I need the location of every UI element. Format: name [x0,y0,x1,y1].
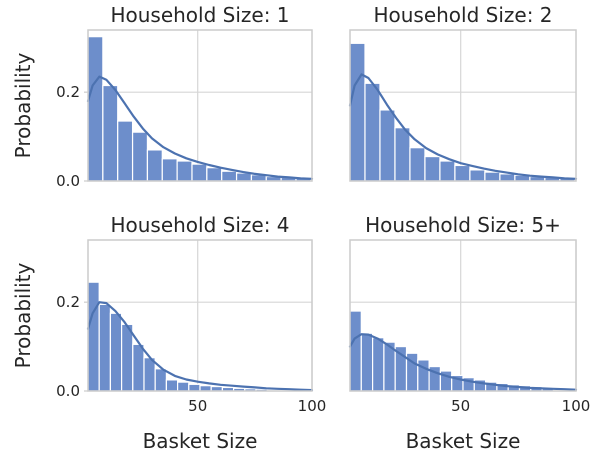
y-axis-label: Probability [11,262,35,368]
histogram-bar [439,160,456,182]
x-axis-label: Basket Size [406,429,521,453]
axes-frame [349,239,577,392]
histogram-bar [161,158,178,182]
axes-frame [349,29,577,182]
kde-line [348,333,578,391]
histogram-bar [188,383,201,392]
histogram-bar [206,167,223,182]
histogram-bar [132,343,145,392]
y-tick-label: 0.0 [56,172,80,190]
histogram-bar [360,332,374,392]
histogram-bar [143,357,156,392]
histogram-bar [117,120,134,182]
x-tick-label: 100 [298,397,327,415]
histogram-bar [394,127,411,182]
histogram-bar [499,173,516,182]
histogram-bar [87,36,104,182]
kde-line [86,301,314,392]
kde-line [86,75,314,180]
histogram-bar [349,310,362,392]
histogram-bar [98,303,111,392]
histogram-bar [469,169,486,182]
histogram-bar [131,131,149,182]
kde-line [348,73,578,180]
histogram-bar [87,281,100,392]
y-axis-label: Probability [11,52,35,158]
histogram-bar [454,164,471,182]
histogram-bar [235,172,253,182]
panel-title: Household Size: 2 [373,3,552,27]
y-tick-label: 0.2 [56,83,80,101]
histogram-bar [372,337,385,392]
x-tick-label: 50 [451,397,470,415]
x-axis-label: Basket Size [143,429,258,453]
histogram-bar [165,379,179,392]
histogram-bar [102,84,119,182]
axes-frame [87,29,313,182]
panel-title: Household Size: 5+ [365,213,561,237]
panel-1: Household Size: 1 0.0 0.2 Probability [11,3,314,190]
histogram-bar [146,149,163,182]
panel-4: Household Size: 5+ 50 100 Basket Size [348,213,591,453]
histogram-bar [484,171,501,182]
x-tick-label: 50 [188,397,207,415]
histogram-bar [424,155,441,182]
panel-title: Household Size: 4 [110,213,289,237]
x-tick-label: 100 [562,397,591,415]
panel-3: Household Size: 4 0.0 0.2 50 100 Probability B… [11,213,326,453]
histogram-bar [379,109,396,182]
histogram-bar [191,163,208,182]
histogram-bar [409,147,426,182]
panel-2: Household Size: 2 [348,3,578,182]
histogram-bar [221,170,238,182]
histogram-bar [109,312,123,392]
histogram-bar [120,323,134,392]
histogram-bar [349,42,366,182]
panel-title: Household Size: 1 [110,3,289,27]
histogram-bar [199,385,212,392]
histogram-bar [364,82,381,182]
axes-frame [87,239,313,392]
histogram-bar [176,160,193,182]
y-tick-label: 0.0 [56,382,80,400]
y-tick-label: 0.2 [56,293,80,311]
histogram-bar [154,368,167,392]
histogram-bar [177,381,190,392]
